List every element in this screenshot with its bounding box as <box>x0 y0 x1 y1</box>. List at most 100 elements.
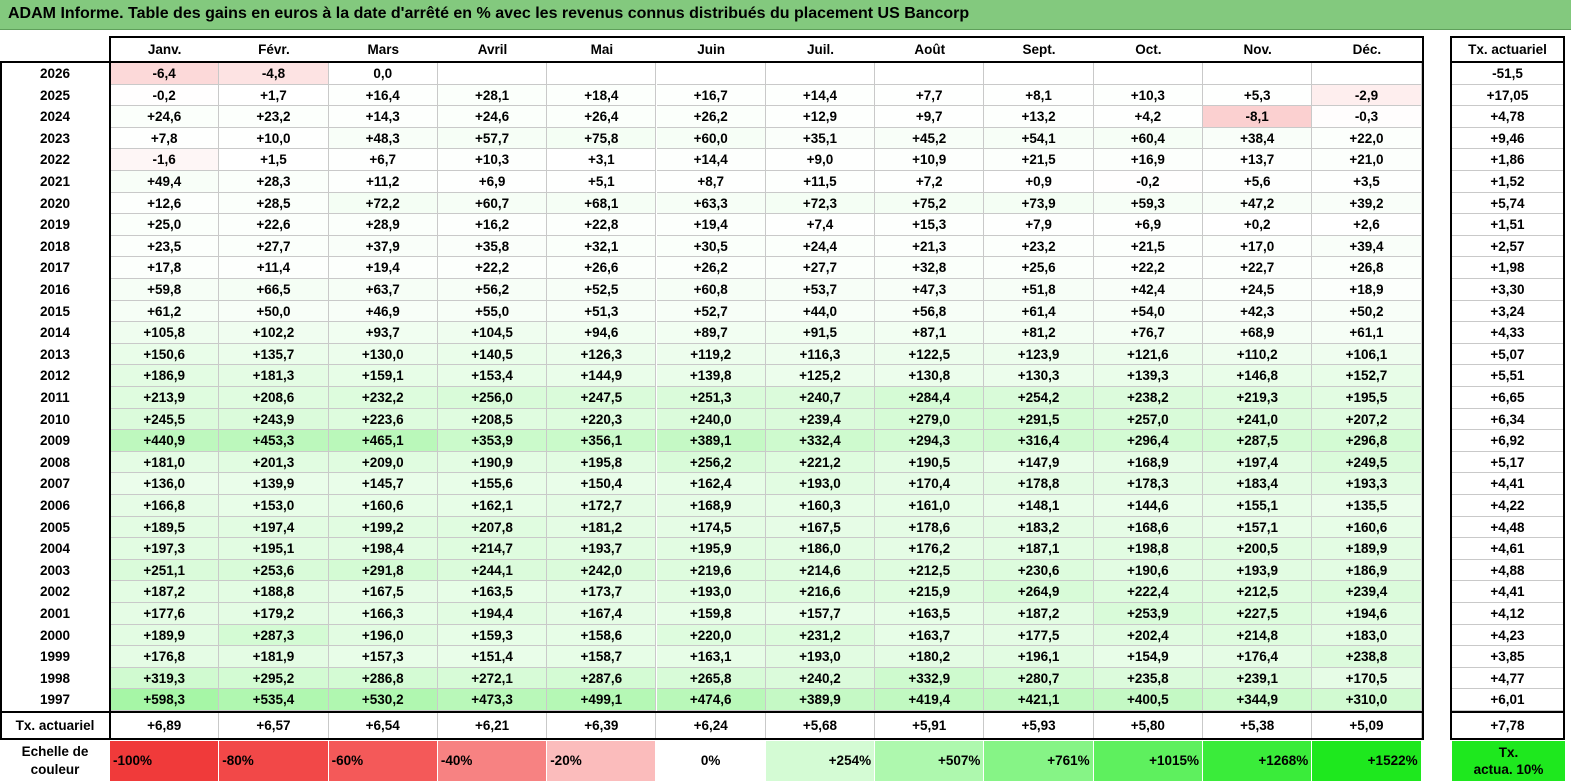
table-cell: +159,1 <box>328 365 438 387</box>
table-cell: +189,9 <box>110 624 220 647</box>
tx-column-header: Tx. actuariel <box>1468 42 1547 57</box>
table-cell: +24,6 <box>110 106 220 128</box>
table-cell: +68,1 <box>547 192 657 215</box>
table-cell: +9,0 <box>765 149 876 171</box>
table-cell: +176,2 <box>875 538 985 560</box>
color-scale-step: +1268% <box>1203 741 1313 781</box>
table-cell: +28,3 <box>219 171 329 193</box>
column-header: Juil. <box>806 42 834 57</box>
table-cell: 0,0 <box>328 63 438 85</box>
tx-cell: +4,23 <box>1452 624 1563 647</box>
footer-cell: +5,93 <box>984 713 1094 738</box>
table-cell: +10,9 <box>875 149 985 171</box>
table-cell: +194,6 <box>1312 603 1422 625</box>
table-cell <box>656 63 766 85</box>
table-cell: +535,4 <box>219 689 329 711</box>
table-cell: +157,1 <box>1203 516 1313 539</box>
column-header: Janv. <box>147 42 182 57</box>
table-cell: +61,1 <box>1312 322 1422 344</box>
table-cell: +181,2 <box>547 516 657 539</box>
table-cell: +7,4 <box>765 214 876 236</box>
table-cell: +16,9 <box>1093 149 1203 171</box>
table-cell: +87,1 <box>875 322 985 344</box>
table-cell: +56,2 <box>437 279 548 301</box>
table-cell: +195,5 <box>1312 387 1422 409</box>
grid-line <box>0 61 1422 63</box>
table-cell: +81,2 <box>984 322 1094 344</box>
table-cell: +151,4 <box>437 646 548 668</box>
table-cell: +16,4 <box>328 84 438 107</box>
table-cell: +421,1 <box>984 689 1094 711</box>
table-cell: +0,2 <box>1203 214 1313 236</box>
year-label: 2014 <box>39 325 71 341</box>
table-cell: +3,1 <box>547 149 657 171</box>
table-cell: +4,2 <box>1093 106 1203 128</box>
table-cell: +188,8 <box>219 581 329 603</box>
table-cell: +76,7 <box>1093 322 1203 344</box>
column-header: Mai <box>590 42 614 57</box>
footer-tx-cell: +7,78 <box>1490 718 1525 733</box>
tx-cell: +4,41 <box>1452 473 1563 495</box>
table-cell: +54,0 <box>1093 300 1203 323</box>
table-cell: +161,0 <box>875 495 985 517</box>
year-label: 2017 <box>39 260 71 276</box>
tx-cell: +4,22 <box>1452 495 1563 517</box>
table-cell: +21,3 <box>875 235 985 258</box>
tx-cell: +4,41 <box>1452 581 1563 603</box>
table-cell: +102,2 <box>219 322 329 344</box>
table-cell: +162,4 <box>656 473 766 495</box>
table-cell: +216,6 <box>765 581 876 603</box>
table-cell: +172,7 <box>547 495 657 517</box>
footer-cell: +6,54 <box>329 713 438 738</box>
table-cell: +93,7 <box>328 322 438 344</box>
table-cell: +18,4 <box>547 84 657 107</box>
table-cell: +122,5 <box>875 343 985 366</box>
table-cell: +155,1 <box>1203 495 1313 517</box>
table-cell: +193,7 <box>547 538 657 560</box>
table-cell: +63,3 <box>656 192 766 215</box>
table-cell: +193,0 <box>765 473 876 495</box>
table-cell: +220,3 <box>547 408 657 431</box>
table-cell: +310,0 <box>1312 689 1422 711</box>
table-cell: +389,9 <box>765 689 876 711</box>
table-cell: +196,0 <box>328 624 438 647</box>
table-cell: +168,9 <box>1093 451 1203 474</box>
table-cell: +272,1 <box>437 667 548 690</box>
table-cell: -0,2 <box>1093 171 1203 193</box>
table-cell: +3,5 <box>1312 171 1422 193</box>
scale-label-line: couleur <box>30 762 80 777</box>
table-cell: +50,0 <box>219 300 329 323</box>
year-label: 2011 <box>40 390 70 405</box>
table-cell: +178,8 <box>984 473 1094 495</box>
table-cell: +296,8 <box>1312 430 1422 452</box>
table-cell: +39,2 <box>1312 192 1422 215</box>
tx-cell: +3,24 <box>1452 300 1563 323</box>
table-cell: +207,2 <box>1312 408 1422 431</box>
table-cell: +147,9 <box>984 451 1094 474</box>
tx-cell: +4,12 <box>1452 603 1563 625</box>
year-label: 2020 <box>39 195 71 211</box>
table-cell: -8,1 <box>1203 106 1313 128</box>
grid-line <box>1421 36 1424 740</box>
year-label: 2009 <box>39 433 71 449</box>
table-cell: +150,4 <box>547 473 657 495</box>
table-cell: +183,2 <box>984 516 1094 539</box>
table-cell: +189,9 <box>1312 538 1422 560</box>
table-cell: +257,0 <box>1093 408 1203 431</box>
table-cell: +53,7 <box>765 279 876 301</box>
table-cell: +126,3 <box>547 343 657 366</box>
table-cell: +198,4 <box>328 538 438 560</box>
title-bar: ADAM Informe. Table des gains en euros à… <box>0 0 1571 30</box>
table-cell: +202,4 <box>1093 624 1203 647</box>
table-cell: +232,2 <box>328 387 438 409</box>
tx-cell: +5,07 <box>1452 343 1563 366</box>
tx-cell: +4,48 <box>1452 516 1563 539</box>
table-cell: -0,3 <box>1312 106 1422 128</box>
table-cell: +73,9 <box>984 192 1094 215</box>
table-cell: +294,3 <box>875 430 985 452</box>
table-cell: +2,6 <box>1312 214 1422 236</box>
column-header: Févr. <box>258 42 290 57</box>
year-label: 2006 <box>39 498 71 513</box>
table-cell: +244,1 <box>437 559 548 582</box>
table-cell: +25,0 <box>110 214 220 236</box>
